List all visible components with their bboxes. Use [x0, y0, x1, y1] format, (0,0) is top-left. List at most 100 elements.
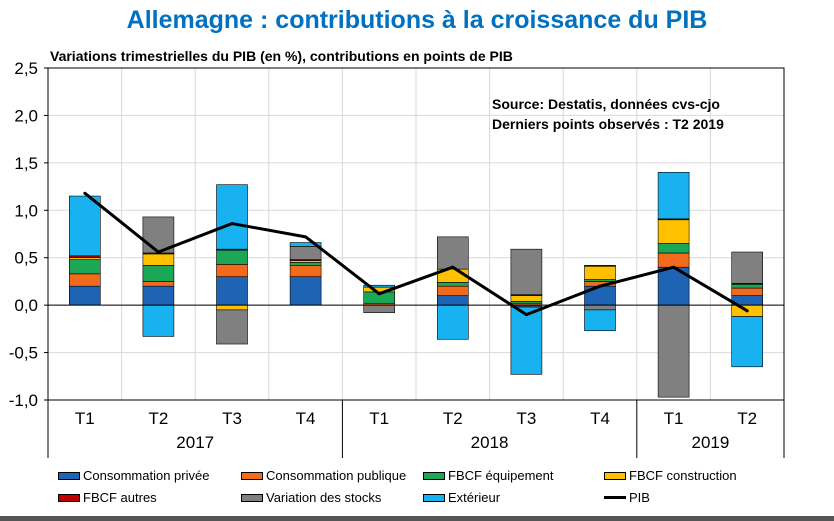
y-tick-label: 0,5: [14, 249, 38, 268]
legend-swatch: [58, 493, 80, 502]
bar-segment: [289, 246, 322, 260]
x-tick-label: T1: [75, 409, 95, 428]
legend-label: FBCF construction: [629, 468, 737, 483]
bar-segment: [216, 304, 248, 311]
legend-swatch: [604, 471, 626, 480]
x-tick-label: T2: [737, 409, 757, 428]
bar-segment: [436, 282, 469, 287]
bar-segment: [510, 306, 543, 375]
bar-segment: [142, 265, 175, 282]
x-tick-label: T3: [222, 409, 242, 428]
legend-label: Variation des stocks: [266, 490, 382, 505]
legend-swatch: [423, 493, 445, 502]
legend-item: FBCF équipement: [423, 468, 554, 483]
bar-segment: [657, 252, 690, 268]
bar-segment: [142, 304, 175, 337]
x-tick-label: T2: [148, 409, 168, 428]
year-label: 2018: [471, 433, 509, 452]
bar-segment: [289, 262, 322, 266]
chart-subtitle: Variations trimestrielles du PIB (en %),…: [50, 48, 513, 64]
bar-segment: [289, 242, 322, 247]
legend-swatch: [423, 471, 445, 480]
legend-swatch: [241, 493, 263, 502]
bottom-rule: [0, 516, 834, 521]
bar-segment: [657, 172, 690, 220]
source-annotation: Source: Destatis, données cvs-cjo: [492, 96, 720, 112]
bar-segment: [657, 219, 690, 244]
bar-segment: [216, 309, 248, 345]
bar-segment: [731, 316, 764, 368]
bar-segment: [69, 285, 101, 306]
x-tick-label: T1: [664, 409, 684, 428]
bar-segment: [142, 281, 175, 287]
y-tick-label: 2,0: [14, 106, 38, 125]
bar-segment: [584, 309, 616, 332]
bar-segment: [69, 195, 101, 257]
bar-segment: [142, 253, 175, 266]
bar-segment: [142, 285, 175, 306]
legend-item: FBCF construction: [604, 468, 737, 483]
bar-segment: [584, 265, 616, 280]
legend-label: Extérieur: [448, 490, 501, 505]
source-annotation: Derniers points observés : T2 2019: [492, 116, 724, 132]
x-tick-label: T4: [296, 409, 316, 428]
pib-point: [524, 313, 528, 317]
bar-segment: [731, 251, 764, 284]
legend-item: Consommation publique: [241, 468, 406, 483]
legend-label: Consommation publique: [266, 468, 407, 483]
pib-point: [83, 191, 87, 195]
legend-swatch: [241, 471, 263, 480]
y-tick-label: -0,5: [9, 344, 38, 363]
legend-swatch: [58, 471, 80, 480]
pib-point: [598, 284, 602, 288]
x-tick-label: T1: [369, 409, 389, 428]
pib-line: [83, 192, 748, 317]
legend-item: Extérieur: [423, 490, 500, 505]
bar-segment: [216, 264, 248, 277]
legend-label: FBCF équipement: [448, 468, 554, 483]
legend-item: Consommation privée: [58, 468, 209, 483]
bar-segment: [289, 276, 322, 306]
legend-label: PIB: [629, 490, 650, 505]
bar-segment: [510, 295, 543, 302]
pib-point: [156, 250, 160, 254]
legend-label: FBCF autres: [83, 490, 157, 505]
year-label: 2017: [176, 433, 214, 452]
pib-point: [230, 222, 234, 226]
bar-segment: [584, 265, 616, 267]
bar-segment: [216, 276, 248, 306]
chart-plot: 2017 2018 2019 T1 T2 T3 T4 T1 T2 T3 T4 T1 T2 -1,0 -0,5…: [9, 59, 785, 458]
x-tick-label: T4: [590, 409, 610, 428]
bar-segment: [436, 295, 469, 306]
y-tick-label: 0,0: [14, 296, 38, 315]
y-tick-label: 1,5: [14, 154, 38, 173]
pib-point: [451, 265, 455, 269]
y-tick-label: -1,0: [9, 391, 38, 410]
legend-item-pib: PIB: [604, 490, 650, 505]
year-label: 2019: [691, 433, 729, 452]
bar-segment: [436, 236, 469, 270]
bar-segment: [69, 273, 101, 287]
bar-segment: [436, 304, 469, 340]
plot-frame: [47, 67, 785, 401]
bar-segment: [216, 249, 248, 265]
legend-item: Variation des stocks: [241, 490, 381, 505]
pib-point: [745, 309, 749, 313]
legend-item: FBCF autres: [58, 490, 157, 505]
bar-segment: [363, 304, 396, 314]
legend-label: Consommation privée: [83, 468, 210, 483]
bar-segment: [510, 248, 543, 296]
bar-segment: [584, 304, 616, 311]
bar-segment: [657, 243, 690, 254]
x-tick-label: T2: [443, 409, 463, 428]
bar-segment: [216, 184, 248, 250]
bar-segment: [657, 304, 690, 398]
bar-segment: [731, 283, 764, 289]
legend-line-swatch: [604, 496, 626, 499]
pib-point: [304, 235, 308, 239]
y-tick-label: 1,0: [14, 201, 38, 220]
bar-segment: [69, 259, 101, 275]
bar-segment: [363, 284, 396, 288]
pib-point: [377, 292, 381, 296]
bar-segment: [289, 265, 322, 277]
